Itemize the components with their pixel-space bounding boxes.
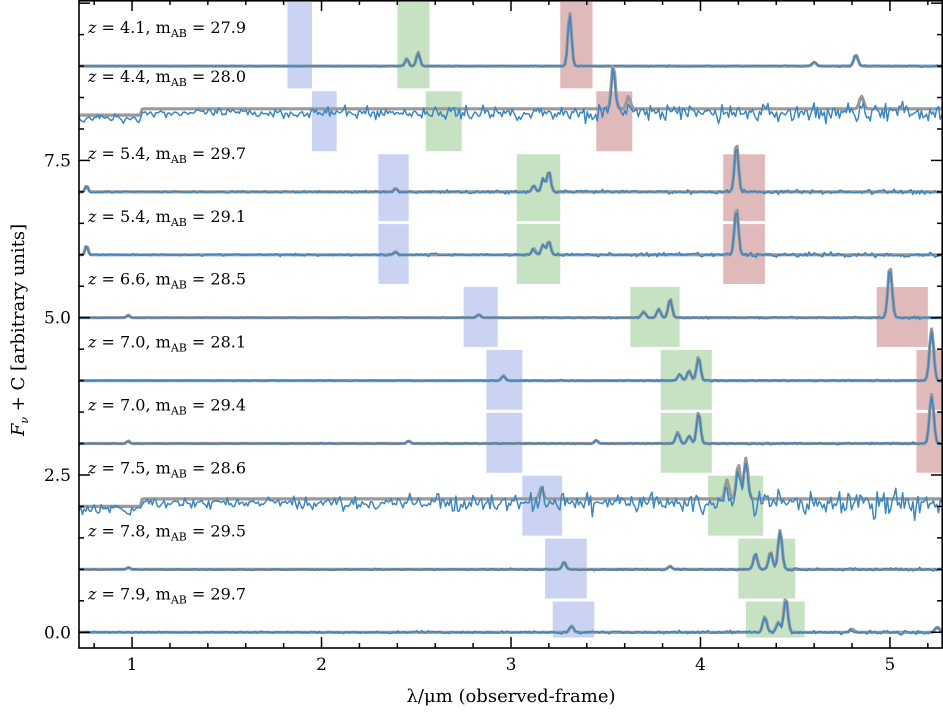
spectra-curves xyxy=(79,12,943,636)
spectrum-curve-9 xyxy=(79,601,943,636)
spectrum-label-7: z = 7.5, mAB = 28.6 xyxy=(87,458,246,480)
spectrum-label-4: z = 6.6, mAB = 28.5 xyxy=(87,270,246,292)
model-curve-7 xyxy=(79,456,942,508)
spectrum-curve-0 xyxy=(79,15,943,69)
y-axis-label: Fν + C [arbitrary units] xyxy=(8,224,31,437)
band-red-0 xyxy=(560,2,593,89)
spectrum-curve-1 xyxy=(79,68,943,125)
x-tick-label: 2 xyxy=(316,655,327,675)
x-tick-label: 3 xyxy=(506,655,517,675)
spectrum-curve-4 xyxy=(79,271,943,321)
plot-frame xyxy=(78,0,943,649)
spectrum-curve-7 xyxy=(79,462,943,522)
band-green-0 xyxy=(397,2,430,89)
spectrum-curve-3 xyxy=(79,212,943,259)
spectrum-label-6: z = 7.0, mAB = 29.4 xyxy=(87,396,246,418)
spectrum-curve-2 xyxy=(79,149,942,196)
band-blue-0 xyxy=(287,2,313,89)
spectrum-label-1: z = 4.4, mAB = 28.0 xyxy=(87,67,246,89)
band-green-1 xyxy=(425,91,462,152)
spectrum-labels: z = 4.1, mAB = 27.9 z = 4.4, mAB = 28.0 z … xyxy=(87,18,246,606)
spectrum-label-2: z = 5.4, mAB = 29.7 xyxy=(87,144,246,166)
axes: 1 2 3 4 5 0.0 2.5 5.0 7.5 xyxy=(44,0,943,675)
band-blue-7 xyxy=(522,475,563,536)
x-tick-label: 4 xyxy=(695,655,706,675)
spectrum-label-5: z = 7.0, mAB = 28.1 xyxy=(87,333,246,355)
spectrum-curve-8 xyxy=(79,531,943,572)
spectrum-label-8: z = 7.8, mAB = 29.5 xyxy=(87,521,246,543)
y-tick-label: 7.5 xyxy=(44,151,71,171)
model-curve-3 xyxy=(79,208,942,257)
model-curve-9 xyxy=(79,598,943,634)
y-tick-label: 0.0 xyxy=(44,623,71,643)
y-tick-label: 2.5 xyxy=(44,466,71,486)
spectrum-label-9: z = 7.9, mAB = 29.7 xyxy=(87,584,246,606)
spectrum-label-0: z = 4.1, mAB = 27.9 xyxy=(87,18,246,40)
x-axis-label: λ/μm (observed-frame) xyxy=(406,686,615,707)
spectrum-label-3: z = 5.4, mAB = 29.1 xyxy=(87,207,246,229)
y-tick-label: 5.0 xyxy=(44,309,71,329)
band-red-2 xyxy=(723,154,765,222)
x-tick-label: 1 xyxy=(127,655,138,675)
spectrum-curve-5 xyxy=(79,330,943,383)
model-curve-1 xyxy=(79,65,942,117)
spectrum-curve-6 xyxy=(79,395,943,446)
band-blue-1 xyxy=(312,91,337,152)
x-tick-label: 5 xyxy=(885,655,896,675)
